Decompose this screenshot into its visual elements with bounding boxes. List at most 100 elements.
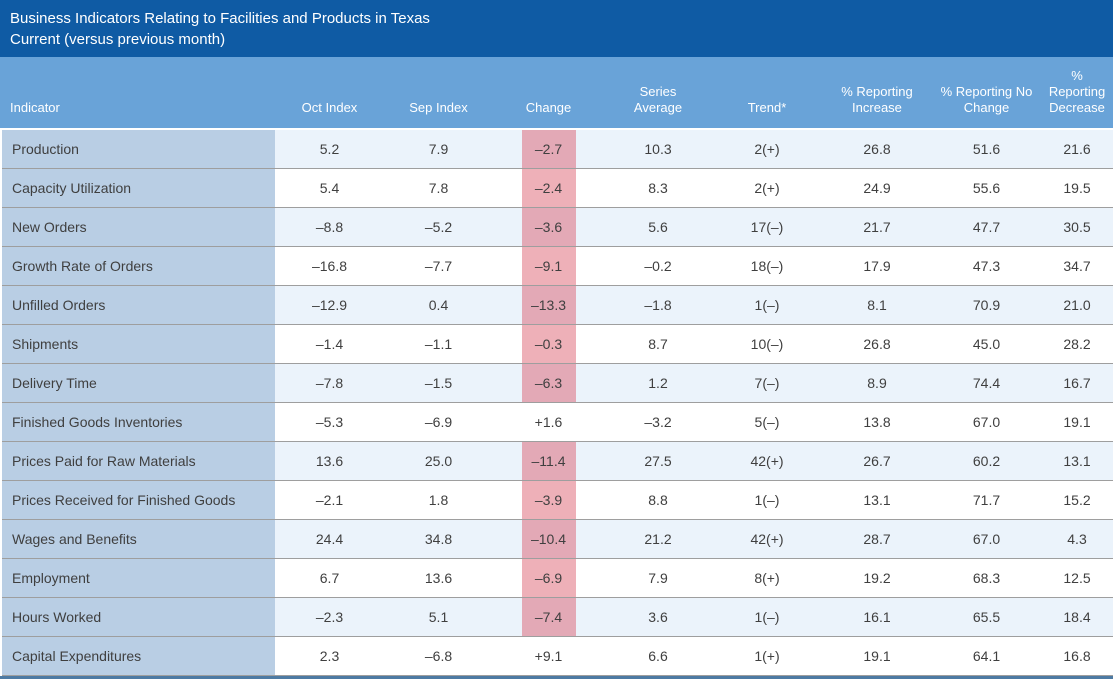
cell-pct-reporting-decrease: 28.2 bbox=[1041, 325, 1113, 363]
cell-oct-index: –2.1 bbox=[275, 481, 384, 519]
cell-sep-index: –7.7 bbox=[384, 247, 493, 285]
cell-trend: 2(+) bbox=[712, 130, 822, 168]
table-bottom-border bbox=[0, 676, 1113, 679]
cell-pct-reporting-no-change: 67.0 bbox=[932, 403, 1041, 441]
cell-sep-index: 7.9 bbox=[384, 130, 493, 168]
cell-oct-index: –8.8 bbox=[275, 208, 384, 246]
column-header-trend: Trend* bbox=[747, 100, 787, 115]
negative-change-highlight: –2.7 bbox=[521, 130, 576, 168]
cell-pct-reporting-increase: 21.7 bbox=[822, 208, 932, 246]
cell-sep-index: 7.8 bbox=[384, 169, 493, 207]
cell-pct-reporting-increase: 26.8 bbox=[822, 130, 932, 168]
cell-pct-reporting-decrease: 16.8 bbox=[1041, 637, 1113, 675]
cell-change: –6.9 bbox=[493, 559, 604, 597]
cell-pct-reporting-no-change: 65.5 bbox=[932, 598, 1041, 636]
cell-pct-reporting-no-change: 70.9 bbox=[932, 286, 1041, 324]
cell-trend: 5(–) bbox=[712, 403, 822, 441]
cell-indicator: Delivery Time bbox=[2, 364, 275, 402]
table-row: Capital Expenditures 2.3 –6.8 +9.1 6.6 1(+) 19… bbox=[2, 637, 1113, 676]
cell-pct-reporting-decrease: 30.5 bbox=[1041, 208, 1113, 246]
cell-pct-reporting-increase: 17.9 bbox=[822, 247, 932, 285]
cell-change: –10.4 bbox=[493, 520, 604, 558]
cell-trend: 17(–) bbox=[712, 208, 822, 246]
cell-pct-reporting-decrease: 21.6 bbox=[1041, 130, 1113, 168]
column-header-pct-reporting-no-change: % Reporting No Change bbox=[940, 84, 1033, 115]
cell-sep-index: –1.5 bbox=[384, 364, 493, 402]
negative-change-highlight: –11.4 bbox=[521, 442, 576, 480]
column-header-pct-reporting-increase: % Reporting Increase bbox=[841, 84, 913, 115]
column-header-oct-index: Oct Index bbox=[301, 100, 358, 115]
column-header-sep-index: Sep Index bbox=[409, 100, 468, 115]
positive-change-value: +9.1 bbox=[534, 648, 563, 664]
cell-sep-index: 25.0 bbox=[384, 442, 493, 480]
cell-change: –11.4 bbox=[493, 442, 604, 480]
cell-change: –9.1 bbox=[493, 247, 604, 285]
cell-indicator: Capital Expenditures bbox=[2, 637, 275, 675]
cell-sep-index: –5.2 bbox=[384, 208, 493, 246]
table-row: Prices Received for Finished Goods –2.1 1.… bbox=[2, 481, 1113, 520]
cell-oct-index: –1.4 bbox=[275, 325, 384, 363]
cell-oct-index: 5.2 bbox=[275, 130, 384, 168]
cell-trend: 7(–) bbox=[712, 364, 822, 402]
indicators-table: Indicator Oct Index Sep Index Change Ser… bbox=[0, 57, 1113, 679]
cell-oct-index: 13.6 bbox=[275, 442, 384, 480]
cell-pct-reporting-no-change: 47.7 bbox=[932, 208, 1041, 246]
cell-trend: 1(+) bbox=[712, 637, 822, 675]
cell-series-average: –3.2 bbox=[604, 403, 712, 441]
cell-trend: 2(+) bbox=[712, 169, 822, 207]
cell-pct-reporting-no-change: 71.7 bbox=[932, 481, 1041, 519]
cell-series-average: 3.6 bbox=[604, 598, 712, 636]
cell-indicator: Prices Received for Finished Goods bbox=[2, 481, 275, 519]
cell-oct-index: –16.8 bbox=[275, 247, 384, 285]
cell-series-average: 7.9 bbox=[604, 559, 712, 597]
cell-change: +1.6 bbox=[493, 403, 604, 441]
cell-pct-reporting-decrease: 13.1 bbox=[1041, 442, 1113, 480]
table-row: Production 5.2 7.9 –2.7 10.3 2(+) 26.8 51.6 21.6 bbox=[2, 130, 1113, 169]
cell-pct-reporting-no-change: 51.6 bbox=[932, 130, 1041, 168]
cell-sep-index: 5.1 bbox=[384, 598, 493, 636]
cell-pct-reporting-decrease: 15.2 bbox=[1041, 481, 1113, 519]
negative-change-highlight: –0.3 bbox=[521, 325, 576, 363]
cell-sep-index: 1.8 bbox=[384, 481, 493, 519]
cell-indicator: Employment bbox=[2, 559, 275, 597]
negative-change-highlight: –3.9 bbox=[521, 481, 576, 519]
table-row: Capacity Utilization 5.4 7.8 –2.4 8.3 2(+) 24.… bbox=[2, 169, 1113, 208]
cell-pct-reporting-decrease: 34.7 bbox=[1041, 247, 1113, 285]
cell-oct-index: –7.8 bbox=[275, 364, 384, 402]
cell-series-average: 8.7 bbox=[604, 325, 712, 363]
cell-oct-index: 24.4 bbox=[275, 520, 384, 558]
table-row: Delivery Time –7.8 –1.5 –6.3 1.2 7(–) 8.9 74.4 1… bbox=[2, 364, 1113, 403]
cell-change: –2.4 bbox=[493, 169, 604, 207]
cell-pct-reporting-decrease: 21.0 bbox=[1041, 286, 1113, 324]
cell-change: –3.6 bbox=[493, 208, 604, 246]
cell-pct-reporting-increase: 8.1 bbox=[822, 286, 932, 324]
cell-sep-index: –1.1 bbox=[384, 325, 493, 363]
cell-sep-index: 0.4 bbox=[384, 286, 493, 324]
column-header-pct-reporting-decrease: % Reporting Decrease bbox=[1048, 68, 1106, 115]
cell-pct-reporting-increase: 8.9 bbox=[822, 364, 932, 402]
cell-trend: 1(–) bbox=[712, 598, 822, 636]
positive-change-value: +1.6 bbox=[534, 414, 563, 430]
table-title-bar: Business Indicators Relating to Faciliti… bbox=[0, 0, 1113, 57]
cell-oct-index: –5.3 bbox=[275, 403, 384, 441]
cell-change: –7.4 bbox=[493, 598, 604, 636]
negative-change-highlight: –9.1 bbox=[521, 247, 576, 285]
cell-pct-reporting-no-change: 74.4 bbox=[932, 364, 1041, 402]
cell-pct-reporting-increase: 13.8 bbox=[822, 403, 932, 441]
cell-pct-reporting-no-change: 64.1 bbox=[932, 637, 1041, 675]
cell-series-average: 1.2 bbox=[604, 364, 712, 402]
table-subtitle: Current (versus previous month) bbox=[10, 31, 226, 48]
cell-series-average: 5.6 bbox=[604, 208, 712, 246]
cell-oct-index: –12.9 bbox=[275, 286, 384, 324]
cell-trend: 1(–) bbox=[712, 481, 822, 519]
cell-pct-reporting-decrease: 4.3 bbox=[1041, 520, 1113, 558]
cell-pct-reporting-decrease: 12.5 bbox=[1041, 559, 1113, 597]
negative-change-highlight: –3.6 bbox=[521, 208, 576, 246]
cell-pct-reporting-no-change: 68.3 bbox=[932, 559, 1041, 597]
cell-series-average: 8.3 bbox=[604, 169, 712, 207]
cell-series-average: 27.5 bbox=[604, 442, 712, 480]
cell-trend: 1(–) bbox=[712, 286, 822, 324]
cell-oct-index: 6.7 bbox=[275, 559, 384, 597]
cell-indicator: Prices Paid for Raw Materials bbox=[2, 442, 275, 480]
negative-change-highlight: –7.4 bbox=[521, 598, 576, 636]
